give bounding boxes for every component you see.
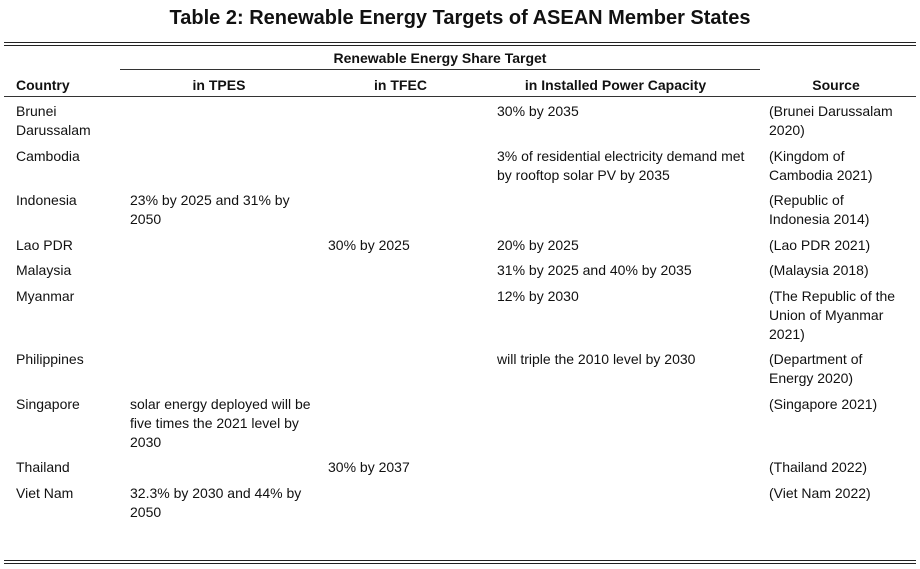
cell-tpes (124, 285, 322, 349)
cell-source: (Singapore 2021) (769, 395, 878, 412)
header-installed: in Installed Power Capacity (524, 77, 707, 93)
cell-source: (The Republic of the Union of Myanmar 20… (769, 287, 896, 342)
cell-installed (491, 482, 763, 527)
cell-country: Singapore (16, 395, 80, 412)
cell-tfec: 30% by 2037 (328, 459, 410, 475)
cell-tfec (322, 348, 491, 393)
cell-country: Malaysia (16, 262, 72, 278)
cell-country: Thailand (16, 459, 70, 475)
cell-tfec: 30% by 2025 (328, 236, 410, 253)
header-source: Source (812, 77, 860, 93)
cell-source: (Thailand 2022) (769, 459, 868, 475)
table-title: Table 2: Renewable Energy Targets of ASE… (169, 7, 751, 29)
top-rule (4, 42, 916, 46)
cell-installed: 12% by 2030 (497, 287, 579, 304)
cell-installed: 20% by 2025 (497, 236, 579, 253)
cell-source: (Republic of Indonesia 2014) (769, 192, 870, 227)
header-rule (4, 96, 916, 97)
cell-country: Lao PDR (16, 236, 73, 253)
targets-table: Brunei Darussalam 30% by 2035 (Brunei Daru… (10, 100, 903, 526)
table-row: Singapore solar energy deployed will be f… (10, 393, 903, 457)
cell-tpes (124, 145, 322, 190)
cell-tfec (322, 482, 491, 527)
cell-tfec (322, 189, 491, 234)
table-row: Thailand 30% by 2037 (Thailand 2022) (10, 456, 903, 482)
cell-country: Viet Nam (16, 484, 74, 501)
cell-source: (Viet Nam 2022) (769, 484, 871, 501)
cell-tpes (124, 348, 322, 393)
cell-source: (Malaysia 2018) (769, 262, 869, 278)
cell-installed: will triple the 2010 level by 2030 (497, 351, 696, 367)
bottom-rule (4, 560, 916, 564)
cell-tfec (322, 259, 491, 285)
table-row: Philippines will triple the 2010 level by… (10, 348, 903, 393)
cell-source: (Brunei Darussalam 2020) (769, 103, 893, 138)
table-row: Lao PDR 30% by 2025 20% by 2025 (Lao PDR 20… (10, 234, 903, 260)
cell-installed (491, 456, 763, 482)
cell-tfec (322, 285, 491, 349)
cell-tpes (124, 456, 322, 482)
cell-installed: 3% of residential electricity demand met… (497, 147, 745, 183)
table-row: Brunei Darussalam 30% by 2035 (Brunei Daru… (10, 100, 903, 145)
table-row: Myanmar 12% by 2030 (The Republic of the U… (10, 285, 903, 349)
cell-installed: 31% by 2025 and 40% by 2035 (497, 262, 692, 278)
table-row: Cambodia 3% of residential electricity de… (10, 145, 903, 190)
cell-installed: 30% by 2035 (497, 103, 579, 119)
group-header: Renewable Energy Share Target (333, 50, 547, 66)
cell-country: Cambodia (16, 147, 80, 164)
table-row: Viet Nam 32.3% by 2030 and 44% by 2050 (Vi… (10, 482, 903, 527)
cell-country: Brunei Darussalam (16, 103, 91, 138)
cell-country: Myanmar (16, 287, 75, 304)
header-tpes: in TPES (192, 77, 246, 93)
cell-tfec (322, 145, 491, 190)
header-tfec: in TFEC (374, 77, 427, 93)
header-country: Country (16, 77, 70, 93)
table-row: Indonesia 23% by 2025 and 31% by 2050 (Rep… (10, 189, 903, 234)
cell-source: (Kingdom of Cambodia 2021) (769, 147, 873, 183)
cell-country: Indonesia (16, 192, 77, 208)
cell-installed (491, 189, 763, 234)
cell-tpes: solar energy deployed will be five times… (130, 395, 311, 450)
table-row: Malaysia 31% by 2025 and 40% by 2035 (Mala… (10, 259, 903, 285)
cell-tfec (322, 100, 491, 145)
cell-tpes (124, 100, 322, 145)
cell-source: (Lao PDR 2021) (769, 236, 871, 253)
cell-source: (Department of Energy 2020) (769, 351, 863, 386)
cell-tpes: 23% by 2025 and 31% by 2050 (130, 192, 290, 227)
cell-tpes (124, 234, 322, 260)
group-rule (120, 69, 760, 70)
cell-country: Philippines (16, 351, 84, 367)
cell-installed (491, 393, 763, 457)
cell-tpes (124, 259, 322, 285)
cell-tpes: 32.3% by 2030 and 44% by 2050 (130, 484, 302, 520)
cell-tfec (322, 393, 491, 457)
